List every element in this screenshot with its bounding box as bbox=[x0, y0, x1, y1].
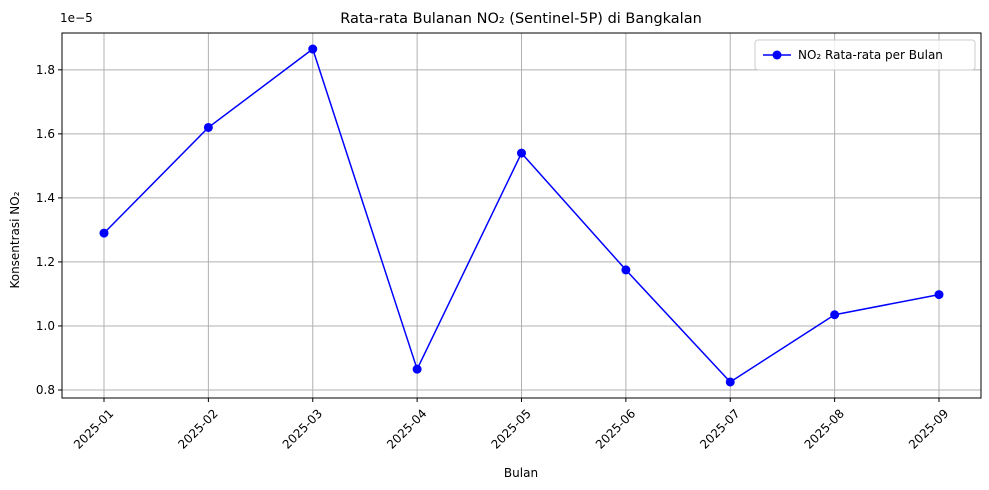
grid bbox=[62, 33, 981, 398]
legend-marker bbox=[772, 50, 782, 60]
legend-label: NO₂ Rata-rata per Bulan bbox=[798, 48, 943, 62]
y-tick-label: 1.4 bbox=[36, 191, 55, 205]
data-point bbox=[517, 148, 526, 158]
x-axis-title: Bulan bbox=[504, 466, 538, 480]
y-axis: 0.8 1.0 1.2 1.4 1.6 1.8 bbox=[36, 63, 62, 397]
chart-title: Rata-rata Bulanan NO₂ (Sentinel-5P) di B… bbox=[340, 11, 702, 27]
data-point bbox=[412, 364, 422, 374]
y-tick-label: 0.8 bbox=[36, 383, 55, 397]
data-point bbox=[934, 290, 944, 300]
y-tick-label: 1.2 bbox=[36, 255, 55, 269]
y-tick-label: 1.0 bbox=[36, 319, 55, 333]
y-tick-label: 1.6 bbox=[36, 127, 55, 141]
legend: NO₂ Rata-rata per Bulan bbox=[754, 39, 976, 71]
legend-box bbox=[754, 39, 976, 71]
plot-frame bbox=[61, 32, 982, 399]
data-point bbox=[830, 310, 840, 320]
data-point bbox=[308, 44, 318, 54]
y-axis-title: Konsentrasi NO₂ bbox=[8, 191, 22, 288]
data-point bbox=[99, 228, 109, 238]
series-group bbox=[99, 44, 944, 387]
y-offset-label: 1e−5 bbox=[60, 11, 93, 25]
data-point bbox=[725, 377, 735, 387]
data-point bbox=[621, 265, 631, 275]
data-point bbox=[203, 122, 213, 132]
y-tick-label: 1.8 bbox=[36, 63, 55, 77]
